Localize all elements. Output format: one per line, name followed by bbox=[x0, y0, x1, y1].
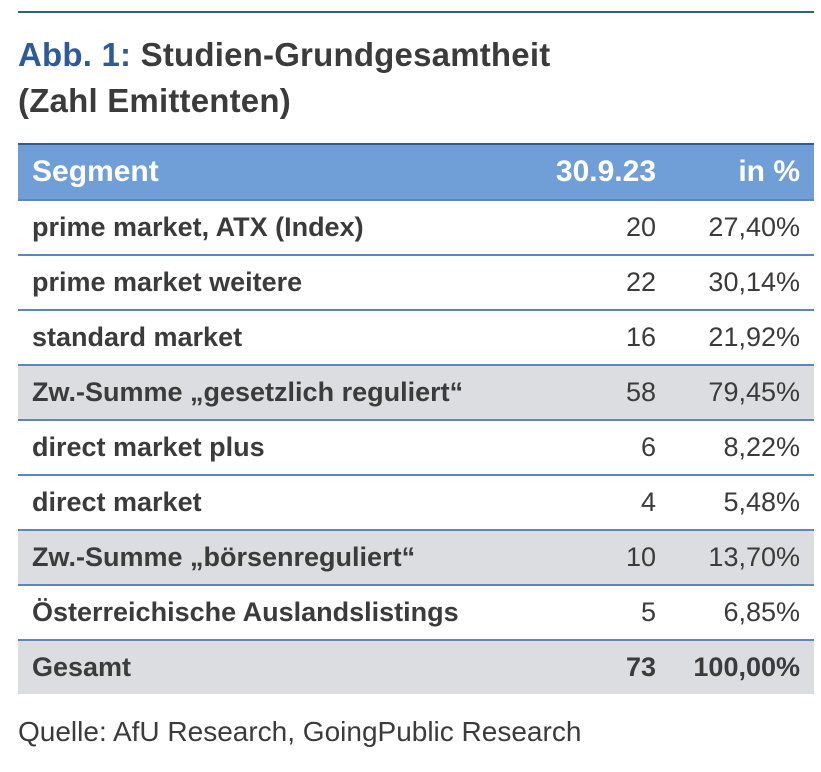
count-cell: 22 bbox=[516, 254, 670, 310]
percent-cell: 8,22% bbox=[670, 419, 814, 475]
percent-cell: 100,00% bbox=[670, 639, 814, 694]
percent-cell: 6,85% bbox=[670, 584, 814, 640]
segment-cell: Österreichische Auslandslistings bbox=[18, 584, 516, 640]
count-cell: 73 bbox=[516, 639, 670, 694]
table-row: standard market 16 21,92% bbox=[18, 309, 814, 365]
segment-cell: Zw.-Summe „börsenreguliert“ bbox=[18, 529, 516, 585]
subtotal-row: Zw.-Summe „börsenreguliert“ 10 13,70% bbox=[18, 529, 814, 585]
count-cell: 5 bbox=[516, 584, 670, 640]
header-date: 30.9.23 bbox=[555, 155, 656, 188]
percent-cell: 13,70% bbox=[670, 529, 814, 585]
header-percent: in % bbox=[738, 155, 800, 188]
figure-prefix: Abb. 1: bbox=[18, 36, 132, 73]
table-header-row: Segment 30.9.23 in % bbox=[18, 144, 814, 200]
segment-cell: direct market bbox=[18, 474, 516, 530]
percent-cell: 21,92% bbox=[670, 309, 814, 365]
count-cell: 6 bbox=[516, 419, 670, 475]
segment-cell: standard market bbox=[18, 309, 516, 365]
source-note: Quelle: AfU Research, GoingPublic Resear… bbox=[18, 716, 582, 747]
top-rule bbox=[18, 11, 814, 13]
count-cell: 20 bbox=[516, 199, 670, 255]
table-row: Österreichische Auslandslistings 5 6,85% bbox=[18, 584, 814, 640]
segment-cell: direct market plus bbox=[18, 419, 516, 475]
count-cell: 58 bbox=[516, 364, 670, 420]
percent-cell: 5,48% bbox=[670, 474, 814, 530]
segment-cell: prime market, ATX (Index) bbox=[18, 199, 516, 255]
segment-cell: Zw.-Summe „gesetzlich reguliert“ bbox=[18, 364, 516, 420]
count-cell: 16 bbox=[516, 309, 670, 365]
table-row: prime market, ATX (Index) 20 27,40% bbox=[18, 199, 814, 255]
segment-cell: Gesamt bbox=[18, 639, 516, 694]
header-segment: Segment bbox=[32, 155, 159, 188]
percent-cell: 27,40% bbox=[670, 199, 814, 255]
figure-title: Abb. 1: Studien-Grundgesamtheit (Zahl Em… bbox=[18, 32, 814, 124]
count-cell: 10 bbox=[516, 529, 670, 585]
figure-title-line2: (Zahl Emittenten) bbox=[18, 82, 291, 119]
subtotal-row: Zw.-Summe „gesetzlich reguliert“ 58 79,45% bbox=[18, 364, 814, 420]
table-row: direct market 4 5,48% bbox=[18, 474, 814, 530]
segment-table: Segment 30.9.23 in % prime market, ATX (… bbox=[18, 143, 814, 694]
figure-title-line1: Studien-Grundgesamtheit bbox=[140, 36, 551, 73]
percent-cell: 79,45% bbox=[670, 364, 814, 420]
total-row: Gesamt 73 100,00% bbox=[18, 639, 814, 694]
count-cell: 4 bbox=[516, 474, 670, 530]
percent-cell: 30,14% bbox=[670, 254, 814, 310]
table-row: prime market weitere 22 30,14% bbox=[18, 254, 814, 310]
segment-cell: prime market weitere bbox=[18, 254, 516, 310]
table-row: direct market plus 6 8,22% bbox=[18, 419, 814, 475]
table-body: prime market, ATX (Index) 20 27,40% prime m… bbox=[18, 199, 814, 694]
